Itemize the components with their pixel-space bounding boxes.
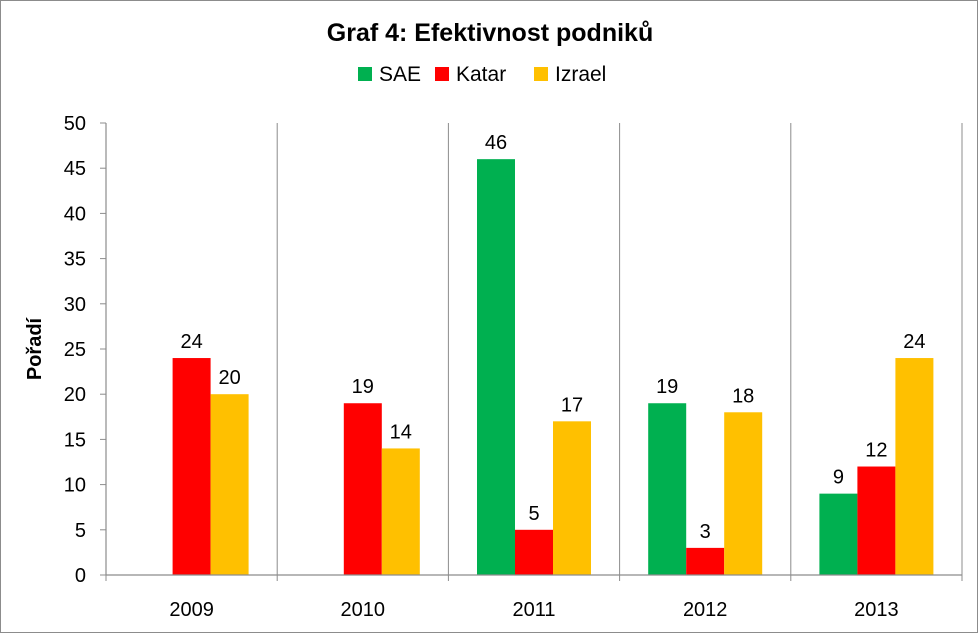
bar-katar-2013: [857, 466, 896, 575]
y-tick-label: 40: [64, 203, 86, 225]
bar-izrael-2013: [895, 358, 934, 575]
data-label-izrael-2011: 17: [561, 394, 583, 416]
data-label-katar-2009: 24: [180, 331, 202, 353]
bar-izrael-2012: [724, 412, 763, 575]
bar-katar-2009: [172, 358, 211, 575]
data-label-sae-2011: 46: [485, 132, 507, 154]
legend-label-sae: SAE: [379, 63, 421, 86]
data-labels: 46 19 9 24 19 5 3 12 20 14 17 18 24: [180, 132, 925, 543]
y-tick-labels: 0 5 10 15 20 25 30 35 40 45 50: [64, 113, 86, 587]
data-label-izrael-2010: 14: [390, 421, 412, 443]
x-tick-label: 2013: [854, 599, 899, 621]
data-label-katar-2012: 3: [700, 521, 711, 543]
data-label-katar-2013: 12: [865, 440, 887, 462]
legend-swatch-sae: [358, 67, 372, 81]
y-tick-label: 20: [64, 384, 86, 406]
data-label-katar-2011: 5: [528, 503, 539, 525]
bars: [172, 159, 934, 575]
data-label-sae-2013: 9: [833, 467, 844, 489]
legend-label-katar: Katar: [456, 63, 506, 86]
data-label-izrael-2012: 18: [732, 385, 754, 407]
y-tick-label: 30: [64, 294, 86, 316]
x-tick-label: 2012: [683, 599, 728, 621]
y-tick-label: 35: [64, 249, 86, 271]
axes: [100, 122, 963, 581]
x-tick-label: 2011: [512, 599, 555, 621]
y-tick-label: 15: [64, 429, 86, 451]
y-axis-title: Pořadí: [24, 316, 46, 380]
y-tick-label: 5: [75, 520, 86, 542]
bar-sae-2012: [648, 403, 687, 575]
data-label-izrael-2013: 24: [903, 331, 925, 353]
bar-sae-2011: [477, 159, 515, 575]
x-tick-labels: 2009 2010 2011 2012 2013: [169, 599, 898, 621]
bar-katar-2010: [343, 403, 382, 575]
data-label-sae-2012: 19: [656, 376, 678, 398]
x-tick-label: 2009: [169, 599, 214, 621]
legend-swatch-katar: [435, 67, 449, 81]
data-label-izrael-2009: 20: [218, 367, 240, 389]
legend-swatch-izrael: [534, 67, 548, 81]
bar-sae-2013: [819, 493, 858, 575]
y-tick-label: 10: [64, 475, 86, 497]
y-tick-label: 0: [75, 565, 86, 587]
legend-label-izrael: Izrael: [555, 63, 606, 86]
x-tick-label: 2010: [341, 599, 386, 621]
bar-katar-2011: [515, 529, 553, 575]
bar-katar-2012: [686, 547, 725, 575]
y-tick-label: 45: [64, 158, 86, 180]
grid: [276, 123, 963, 575]
bar-izrael-2010: [381, 448, 420, 575]
bar-izrael-2011: [553, 421, 591, 575]
y-tick-label: 25: [64, 339, 86, 361]
chart-title: Graf 4: Efektivnost podniků: [327, 19, 653, 47]
bar-izrael-2009: [210, 394, 249, 575]
data-label-katar-2010: 19: [352, 376, 374, 398]
legend: SAE Katar Izrael: [358, 63, 606, 86]
y-tick-label: 50: [64, 113, 86, 135]
